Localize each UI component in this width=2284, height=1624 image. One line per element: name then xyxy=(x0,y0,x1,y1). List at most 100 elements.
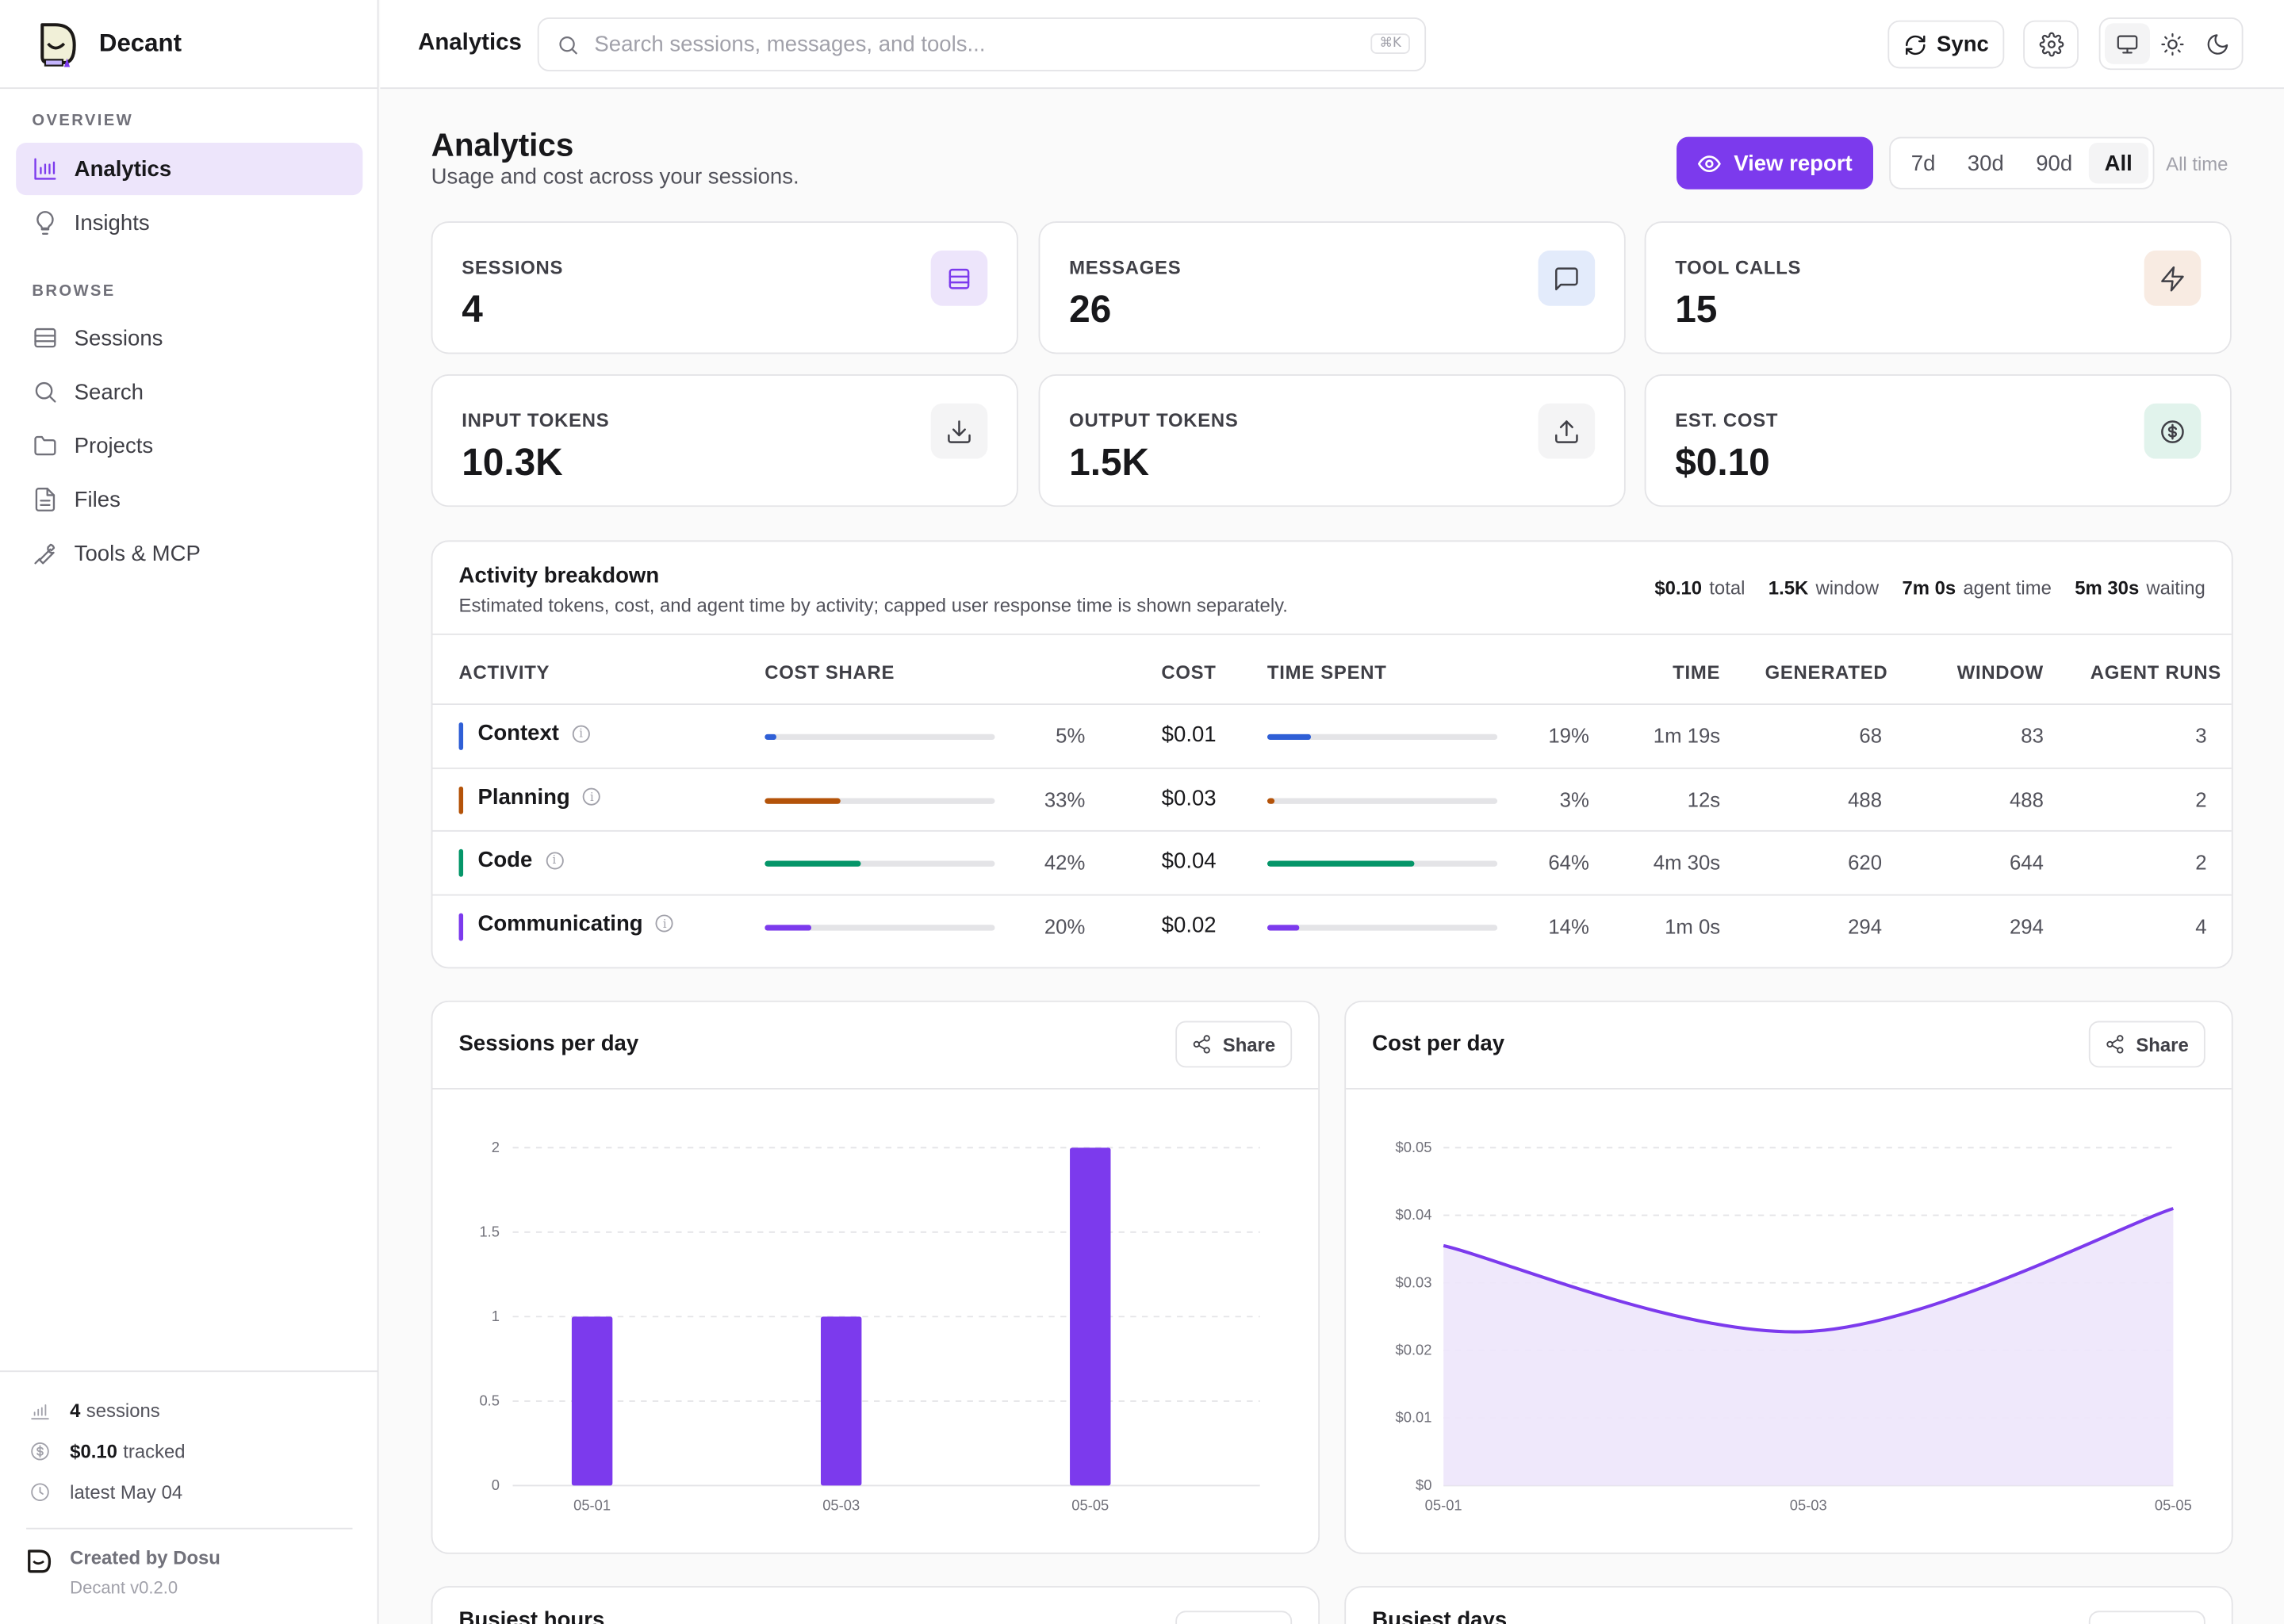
sessions-bar-chart: 0 0.5 1 1.5 2 05-01 05-03 05-05 xyxy=(479,1139,1260,1514)
sidebar-item-label: Search xyxy=(74,379,144,404)
time-share-bar xyxy=(1267,733,1498,741)
stat-card-output-tokens: OUTPUT TOKENS 1.5K xyxy=(1038,374,1626,508)
sidebar-item-files[interactable]: Files xyxy=(16,473,362,526)
brand[interactable]: Decant xyxy=(0,0,377,90)
activity-color-swatch xyxy=(458,848,464,877)
credit[interactable]: Created by Dosu Decant v0.2.0 xyxy=(26,1547,220,1598)
topbar-title: Analytics xyxy=(418,30,522,56)
activity-row-communicating: Communicating i 20% $0.02 14% 1m 0s 294 294 4 xyxy=(432,893,2232,958)
cost-share-pct: 33% xyxy=(1044,787,1086,811)
sidebar-item-projects[interactable]: Projects xyxy=(16,419,362,472)
y-tick-label: 0.5 xyxy=(479,1392,500,1408)
message-icon xyxy=(1555,266,1578,290)
info-icon[interactable]: i xyxy=(656,914,674,933)
gear-icon xyxy=(2038,32,2064,57)
col-header-cost[interactable]: COST xyxy=(1161,661,1217,684)
range-7d-button[interactable]: 7d xyxy=(1910,151,1936,176)
shortcut-hint: ⌘K xyxy=(1370,33,1410,54)
time-share-pct: 19% xyxy=(1548,723,1589,748)
sync-button[interactable]: Sync xyxy=(1887,20,2005,69)
col-header-activity[interactable]: ACTIVITY xyxy=(458,661,550,684)
stat-card-tool-calls: TOOL CALLS 15 xyxy=(1644,221,2232,354)
stat-label: MESSAGES xyxy=(1069,256,1182,278)
sidebar-item-tools-mcp[interactable]: Tools & MCP xyxy=(16,527,362,580)
sidebar-footer xyxy=(0,1370,379,1373)
col-header-time-spent[interactable]: TIME SPENT xyxy=(1267,661,1387,684)
sidebar-item-label: Files xyxy=(74,487,121,512)
col-header-agent-runs[interactable]: AGENT RUNS xyxy=(2090,661,2221,684)
x-tick-label: 05-03 xyxy=(1790,1497,1827,1514)
search-box[interactable]: ⌘K xyxy=(537,17,1427,71)
share-button[interactable]: Share xyxy=(1175,1021,1293,1068)
activity-subtitle: Estimated tokens, cost, and agent time b… xyxy=(458,594,1288,616)
y-tick-label: $0.04 xyxy=(1396,1206,1432,1223)
time-share-fill xyxy=(1267,924,1300,930)
sidebar-item-label: Insights xyxy=(74,210,150,236)
bar xyxy=(571,1316,613,1486)
search-input[interactable] xyxy=(594,32,1323,57)
stat-card-sessions: SESSIONS 4 xyxy=(431,221,1018,354)
y-tick-label: $0.02 xyxy=(1396,1341,1432,1358)
dollar-circle-icon xyxy=(31,1442,49,1461)
activity-window: 294 xyxy=(2009,914,2044,937)
activity-window: 488 xyxy=(2009,787,2044,811)
x-tick-label: 05-01 xyxy=(1425,1497,1462,1514)
sidebar-item-sessions[interactable]: Sessions xyxy=(16,312,362,364)
created-by: Created by Dosu xyxy=(70,1546,220,1569)
range-90d-button[interactable]: 90d xyxy=(2036,151,2073,176)
time-share-bar xyxy=(1267,797,1498,803)
info-icon[interactable]: i xyxy=(583,787,601,806)
sidebar-item-insights[interactable]: Insights xyxy=(16,197,362,249)
activity-agent-runs: 4 xyxy=(2195,914,2207,937)
stat-value: 10.3K xyxy=(462,439,563,484)
sync-label: Sync xyxy=(1937,32,1989,57)
wrench-icon xyxy=(34,543,56,565)
cost-share-fill xyxy=(765,924,811,930)
page-title: Analytics xyxy=(431,126,574,163)
busiest-hours-card: Busiest hours xyxy=(431,1586,1320,1624)
tracked-cost-label: tracked xyxy=(123,1440,186,1463)
stat-icon-wrap xyxy=(1538,250,1596,306)
col-header-window[interactable]: WINDOW xyxy=(1956,661,2044,684)
stat-value: 1.5K xyxy=(1069,439,1150,484)
range-30d-button[interactable]: 30d xyxy=(1967,151,2004,176)
chart-title: Busiest hours xyxy=(458,1607,605,1624)
info-icon[interactable]: i xyxy=(545,851,563,869)
activity-window: 83 xyxy=(2021,723,2044,748)
sidebar-item-analytics[interactable]: Analytics xyxy=(16,142,363,196)
stat-icon-wrap xyxy=(2144,250,2202,306)
y-tick-label: 1 xyxy=(492,1308,500,1324)
sidebar-item-search[interactable]: Search xyxy=(16,366,362,418)
share-button[interactable] xyxy=(2088,1611,2205,1624)
time-share-bar xyxy=(1267,860,1498,867)
share-button[interactable] xyxy=(1175,1611,1293,1624)
theme-light-button[interactable] xyxy=(2150,23,2195,63)
time-share-fill xyxy=(1267,797,1274,803)
cost-share-bar xyxy=(765,733,995,741)
cost-share-fill xyxy=(765,797,841,803)
col-header-time[interactable]: TIME xyxy=(1673,661,1721,684)
cost-share-fill xyxy=(765,733,776,741)
col-header-generated[interactable]: GENERATED xyxy=(1765,661,1888,684)
activity-summary: $0.10 total 1.5K window 7m 0s agent time 5m… xyxy=(1654,576,2205,599)
activity-generated: 294 xyxy=(1848,914,1883,937)
theme-dark-button[interactable] xyxy=(2195,23,2240,63)
y-tick-label: $0.03 xyxy=(1396,1274,1432,1290)
share-button[interactable]: Share xyxy=(2088,1021,2205,1068)
col-header-cost-share[interactable]: COST SHARE xyxy=(765,661,895,684)
settings-button[interactable] xyxy=(2023,20,2079,69)
view-report-button[interactable]: View report xyxy=(1677,136,1873,190)
theme-system-button[interactable] xyxy=(2105,23,2150,64)
activity-window: 644 xyxy=(2009,850,2044,875)
list-icon xyxy=(34,327,56,348)
time-share-fill xyxy=(1267,733,1312,741)
decant-logo-icon xyxy=(40,23,76,67)
activity-agent-runs: 2 xyxy=(2195,850,2207,875)
info-icon[interactable]: i xyxy=(572,724,590,742)
time-share-pct: 14% xyxy=(1548,914,1589,937)
sidebar-item-label: Analytics xyxy=(74,156,172,182)
cost-share-bar xyxy=(765,797,995,803)
time-share-pct: 3% xyxy=(1559,787,1589,811)
range-all-button[interactable]: All xyxy=(2088,142,2148,184)
activity-generated: 488 xyxy=(1848,787,1883,811)
